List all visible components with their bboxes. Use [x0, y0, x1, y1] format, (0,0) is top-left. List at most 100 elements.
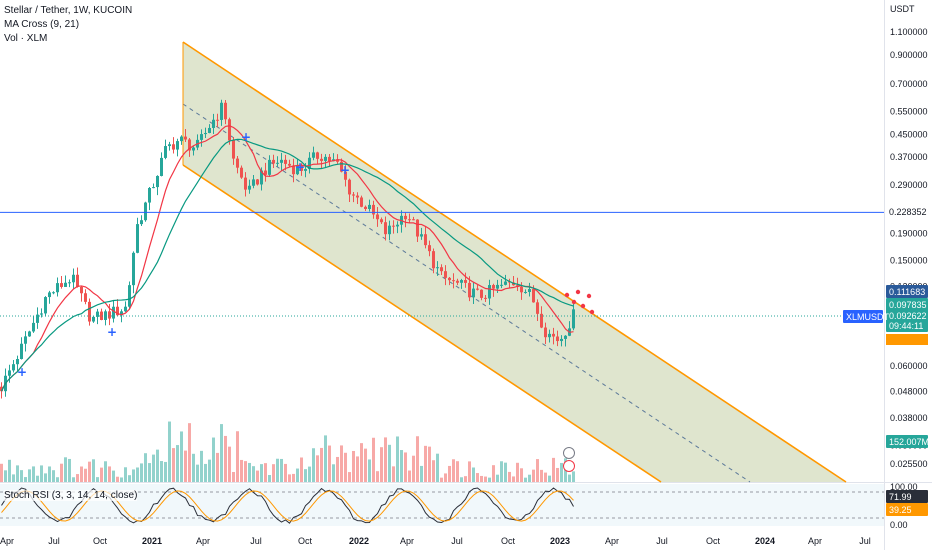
candle-body — [324, 156, 327, 161]
volume-bar — [24, 477, 27, 482]
time-tick-label: 2023 — [550, 536, 570, 546]
candle-body — [392, 225, 395, 227]
volume-bar — [164, 461, 167, 482]
volume-bar — [436, 453, 439, 482]
ma-cross-legend[interactable]: MA Cross (9, 21) — [4, 19, 80, 30]
volume-bar — [108, 466, 111, 482]
candle-body — [536, 302, 539, 314]
symbol-tag-bg — [843, 310, 883, 323]
volume-bar — [360, 443, 363, 482]
stoch-d-tag-bg — [886, 503, 928, 516]
candle-body — [204, 132, 207, 135]
candle-body — [164, 146, 167, 158]
volume-bar — [8, 459, 11, 482]
candle-body — [128, 285, 131, 307]
candle-body — [500, 284, 503, 286]
stoch-tick-label: 0.00 — [890, 520, 908, 530]
volume-bar — [428, 446, 431, 482]
volume-bar — [384, 437, 387, 482]
price-tags: 0.228352 0.111683 0.0978350.09262209:44:11… — [843, 205, 929, 516]
candle-body — [232, 140, 235, 159]
price-tick-label: 0.190000 — [890, 229, 928, 239]
dividend-icon — [563, 460, 575, 472]
volume-bar — [300, 457, 303, 482]
volume-bar — [344, 452, 347, 482]
volume-bar — [208, 459, 211, 482]
symbol-title[interactable]: Stellar / Tether, 1W, KUCOIN — [4, 5, 133, 16]
ma-cross-marker: + — [241, 130, 251, 144]
volume-bar — [148, 463, 151, 482]
candle-body — [136, 224, 139, 253]
volume-bar — [84, 468, 87, 482]
volume-bar — [516, 462, 519, 482]
volume-bar — [188, 423, 191, 482]
volume-bar — [104, 461, 107, 482]
ma-fast-tag: 0.097835 — [889, 300, 927, 310]
candle-body — [132, 252, 135, 286]
volume-bar — [316, 455, 319, 482]
candle-body — [548, 333, 551, 338]
candle-body — [280, 159, 283, 163]
volume-bar — [372, 437, 375, 482]
candle-body — [236, 158, 239, 168]
candle-body — [56, 283, 59, 293]
volume-bar — [92, 459, 95, 482]
candle-body — [532, 289, 535, 303]
candle-body — [328, 156, 331, 162]
candle-body — [492, 285, 495, 289]
time-axis[interactable]: Apr Jul Oct 2021 Apr Jul Oct 2022 Apr Jul Oct 2023 A… — [0, 536, 871, 546]
volume-bar — [468, 461, 471, 482]
volume-bar — [336, 456, 339, 482]
price-axis[interactable]: USDT 1.100000 0.900000 0.700000 0.550000 0.45… — [890, 4, 928, 530]
volume-bar — [140, 463, 143, 482]
candle-body — [156, 175, 159, 188]
volume-bar — [412, 455, 415, 482]
volume-bar — [48, 466, 51, 482]
volume-bar — [132, 469, 135, 482]
volume-bar — [568, 474, 571, 482]
volume-bar — [156, 449, 159, 482]
candle-body — [188, 139, 191, 151]
candle-body — [544, 327, 547, 338]
candle-body — [260, 170, 263, 185]
volume-bar — [160, 461, 163, 482]
candle-body — [124, 306, 127, 312]
time-tick-label: Apr — [196, 536, 210, 546]
volume-bar — [128, 475, 131, 482]
candle-body — [88, 301, 91, 322]
candle-body — [192, 147, 195, 151]
candle-body — [44, 297, 47, 314]
volume-legend[interactable]: Vol · XLM — [4, 33, 48, 44]
volume-bar — [396, 436, 399, 482]
volume-bar — [68, 458, 71, 482]
candle-body — [296, 166, 299, 175]
ma-cross-marker: + — [17, 365, 27, 379]
candle-body — [144, 202, 147, 221]
projection-dot — [575, 289, 581, 295]
volume-bar — [352, 450, 355, 482]
candle-body — [364, 206, 367, 209]
candle-body — [252, 179, 255, 186]
volume-bar — [496, 474, 499, 482]
candle-body — [284, 159, 287, 164]
volume-bar — [476, 473, 479, 482]
candle-body — [428, 245, 431, 252]
candle-body — [12, 364, 15, 371]
volume-bar — [216, 452, 219, 482]
candle-body — [64, 282, 67, 287]
volume-bar — [32, 466, 35, 482]
candle-body — [40, 313, 43, 315]
candle-body — [464, 280, 467, 283]
candle-body — [16, 359, 19, 365]
time-tick-label: Jul — [859, 536, 871, 546]
time-tick-label: Jul — [451, 536, 463, 546]
candle-body — [444, 271, 447, 278]
last-price-tag-bg — [886, 309, 928, 322]
stoch-rsi-legend[interactable]: Stoch RSI (3, 3, 14, 14, close) — [4, 490, 138, 501]
volume-bar — [532, 469, 535, 482]
ma-slow-tag-bg — [886, 285, 928, 298]
volume-bar — [280, 458, 283, 482]
volume-bar — [260, 464, 263, 482]
